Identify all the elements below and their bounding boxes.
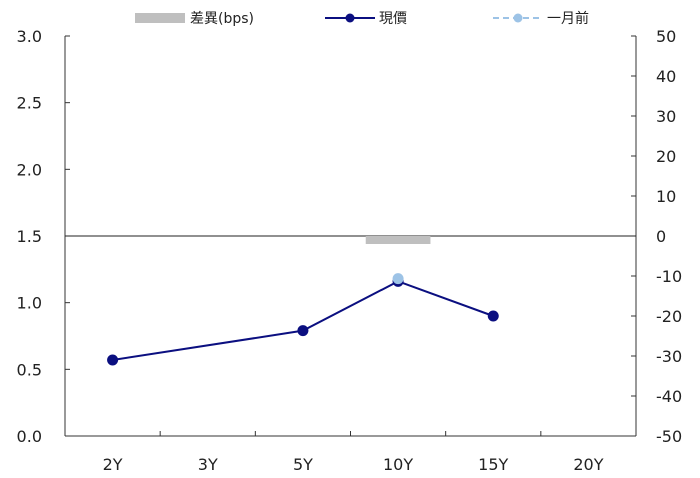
x-tick-label: 10Y [383,455,413,474]
current-yield-point [297,325,309,337]
current-yield-point [487,310,499,322]
current-yield-point [107,354,119,366]
right-tick-label: 30 [656,107,676,126]
right-tick-label: -30 [656,347,682,366]
legend-label: 一月前 [547,10,589,27]
right-tick-label: -20 [656,307,682,326]
right-tick-label: -40 [656,387,682,406]
right-tick-label: 40 [656,67,676,86]
legend-item: 一月前 [493,10,589,27]
diff-bar [365,236,431,244]
left-tick-label: 0.5 [17,360,42,379]
left-tick-label: 2.0 [17,160,42,179]
legend-label: 現價 [379,10,407,27]
legend-marker [513,13,523,23]
legend: 差異(bps) 現價 一月前 [135,10,589,27]
left-tick-label: 3.0 [17,27,42,46]
left-tick-label: 1.5 [17,227,42,246]
month-ago-point [392,273,404,285]
current-yield-line [112,280,494,361]
x-tick-label: 20Y [573,455,603,474]
legend-item: 差異(bps) [135,11,254,27]
legend-item: 現價 [325,10,407,27]
left-tick-label: 2.5 [17,94,42,113]
right-tick-label: -10 [656,267,682,286]
right-tick-label: 20 [656,147,676,166]
legend-marker [345,13,355,23]
x-tick-label: 3Y [198,455,218,474]
right-tick-label: 50 [656,27,676,46]
right-tick-label: -50 [656,427,682,446]
x-tick-label: 5Y [293,455,313,474]
marks-layer [107,236,499,366]
left-tick-label: 1.0 [17,294,42,313]
right-tick-label: 0 [656,227,666,246]
legend-label: 差異(bps) [190,11,254,27]
legend-bar-swatch [135,13,185,23]
left-tick-label: 0.0 [17,427,42,446]
axes-layer: 0.0 0.5 1.0 1.5 2.0 2.5 3.0 -50 -40 -30 -20 -10 0 10 2… [17,27,683,474]
x-tick-label: 15Y [478,455,508,474]
x-tick-label: 2Y [103,455,123,474]
right-tick-label: 10 [656,187,676,206]
